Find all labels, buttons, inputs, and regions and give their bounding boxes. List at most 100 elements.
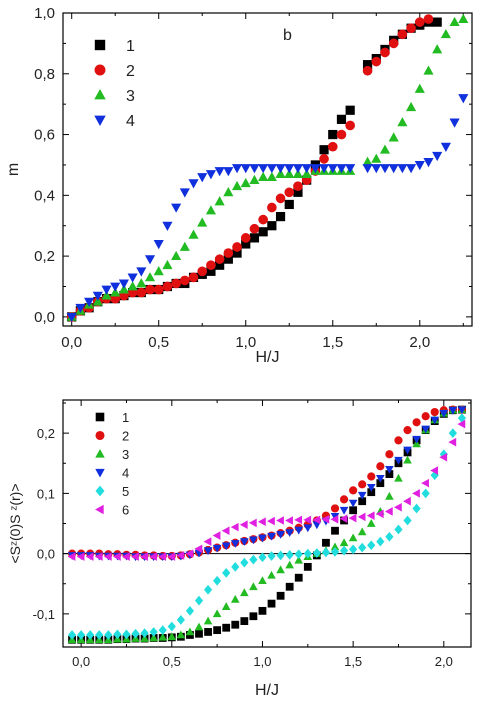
data-point-4 [92,291,103,301]
data-point-3 [294,555,304,564]
data-point-6 [121,552,130,561]
data-point-4 [294,526,304,535]
data-point-6 [67,552,76,561]
data-point-6 [312,515,321,525]
legend-marker-1 [95,412,105,422]
data-point-2 [171,278,181,289]
data-point-2 [412,418,421,427]
data-point-4 [423,157,434,168]
data-point-3 [432,44,443,54]
data-point-3 [339,538,349,547]
data-point-5 [77,630,86,640]
data-point-3 [240,177,251,188]
data-point-2 [345,120,356,131]
data-point-2 [214,254,225,264]
data-point-6 [430,466,439,475]
data-point-3 [179,241,190,251]
data-point-1 [249,612,258,621]
data-point-3 [92,296,103,306]
data-point-3 [267,570,276,579]
data-point-2 [284,187,295,198]
data-point-5 [349,544,358,555]
data-point-3 [158,632,168,641]
data-point-5 [67,630,77,640]
legend-marker-3 [94,89,106,100]
data-point-6 [448,437,457,447]
data-point-2 [162,281,173,292]
data-point-5 [367,540,376,551]
data-point-6 [276,516,284,525]
data-point-4 [327,164,338,174]
data-point-5 [249,554,258,565]
data-point-4 [136,267,147,277]
legend-label-2: 2 [122,429,129,444]
data-point-5 [330,546,340,557]
data-point-1 [345,105,355,115]
data-point-2 [380,47,390,58]
data-point-1 [376,479,385,488]
data-point-1 [240,617,249,625]
data-point-3 [458,13,469,23]
data-point-6 [94,552,103,561]
data-point-1 [258,606,267,615]
data-point-1 [258,227,268,237]
data-point-3 [203,616,213,625]
y-tick-label: 0,0 [37,547,55,562]
data-point-3 [101,290,112,300]
data-point-5 [194,595,204,606]
y-tick-label: 0,2 [37,426,55,441]
data-point-6 [230,522,239,532]
legend-marker-2 [95,430,105,441]
data-point-6 [76,552,85,561]
data-point-4 [448,406,458,415]
data-point-4 [188,179,199,189]
data-point-6 [85,552,94,561]
data-point-3 [231,180,243,191]
data-point-6 [267,516,275,526]
data-point-6 [439,452,448,462]
data-point-1 [284,199,294,210]
legend-label-2: 2 [126,63,135,80]
x-tick-label: 0,5 [163,654,181,669]
x-tick-label: 1,5 [322,334,343,351]
data-point-3 [185,627,195,636]
data-point-3 [379,144,391,154]
data-point-1 [275,212,286,222]
data-point-3 [362,156,373,166]
data-point-1 [385,470,394,478]
data-point-2 [394,436,403,445]
data-point-2 [423,14,434,24]
data-point-1 [319,145,329,155]
data-point-5 [240,557,249,568]
data-point-3 [266,171,277,182]
y-tick-label: 0,2 [34,248,55,265]
data-point-4 [162,221,173,232]
data-point-5 [167,621,176,632]
data-point-2 [349,486,358,495]
data-point-6 [158,552,167,561]
data-point-2 [275,193,286,204]
data-point-6 [112,552,121,561]
data-point-5 [140,628,149,639]
data-point-1 [367,488,376,497]
data-point-4 [339,506,349,515]
data-point-6 [248,518,257,528]
legend-marker-5 [95,485,105,497]
data-point-5 [185,605,195,616]
data-point-2 [179,275,190,286]
data-point-3 [162,259,173,270]
data-point-6 [384,507,393,516]
data-point-2 [367,472,376,481]
data-point-4 [197,173,208,183]
x-axis-label: H/J [256,349,280,366]
data-point-4 [449,118,460,128]
data-point-1 [276,591,285,600]
data-point-4 [75,303,86,314]
data-point-6 [185,549,194,558]
y-tick-label: 0,4 [34,187,55,204]
data-point-6 [212,531,221,540]
legend-marker-1 [94,39,106,51]
data-point-1 [285,582,294,591]
data-point-4 [388,164,399,174]
data-point-2 [421,412,430,421]
